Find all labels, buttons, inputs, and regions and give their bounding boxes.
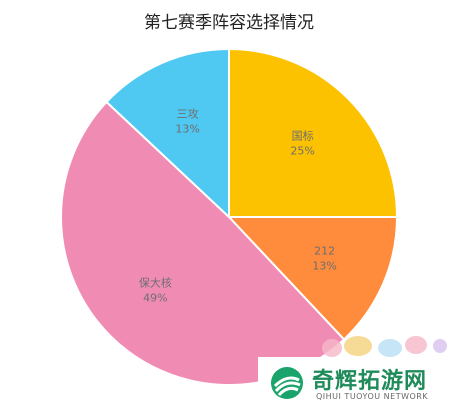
slice-value-label-1: 13% [312, 259, 336, 272]
pie-slice-1 [226, 216, 399, 341]
pie-labels: 国标 25% 212 13% 保大核 49% 三攻 13% [139, 106, 337, 304]
globe-logo-icon [271, 367, 303, 399]
slice-name-label-3: 三攻 [177, 106, 199, 120]
slice-value-label-3: 13% [175, 122, 199, 135]
slice-name-label-2: 保大核 [139, 276, 172, 290]
slice-name-label-1: 212 [314, 244, 335, 257]
watermark-site-name: 奇辉拓游网 [312, 369, 428, 394]
slice-name-label-0: 国标 [292, 128, 314, 142]
pie-slice-3 [105, 47, 230, 220]
site-watermark: 奇辉拓游网 QIHUI TUOYOU NETWORK [258, 357, 458, 410]
slice-value-label-0: 25% [290, 144, 314, 157]
cartoon-logo-watermark [322, 336, 447, 357]
watermark-site-subtitle: QIHUI TUOYOU NETWORK [316, 392, 429, 401]
pie-slices [60, 47, 399, 386]
slice-value-label-2: 49% [143, 292, 167, 305]
pie-slice-0 [228, 47, 399, 218]
chart-title: 第七赛季阵容选择情况 [144, 13, 314, 33]
